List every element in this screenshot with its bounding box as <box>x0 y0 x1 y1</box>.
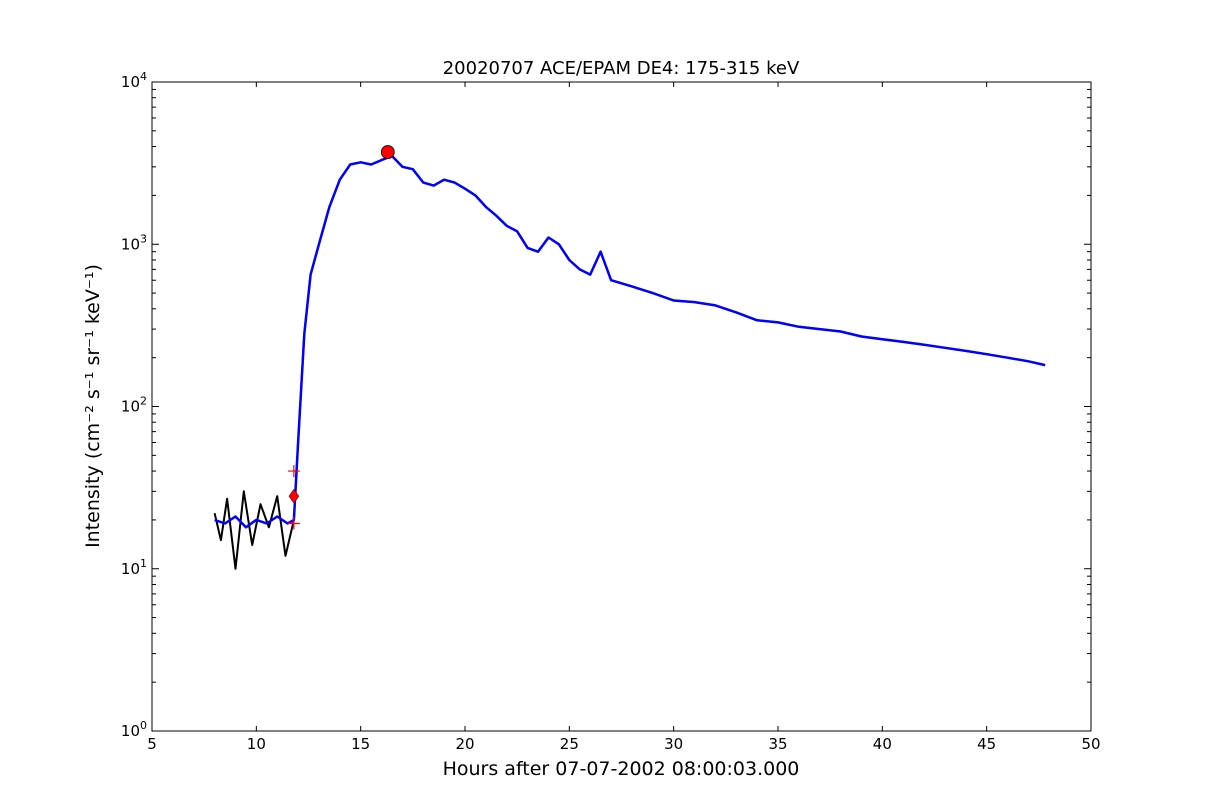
axes-frame <box>151 81 1092 732</box>
peak-marker <box>380 145 395 159</box>
series-line-smoothed <box>214 154 1046 529</box>
onset-marker <box>288 488 300 504</box>
x-axis: 5 10 15 20 25 30 35 40 45 50 <box>147 82 1101 753</box>
y-axis-label: Intensity (cm⁻² s⁻¹ sr⁻¹ keV⁻¹) <box>82 264 104 548</box>
y-tick-label: 101 <box>121 557 147 578</box>
plot-area <box>151 81 1092 732</box>
x-tick-label: 50 <box>1081 735 1100 753</box>
x-tick-label: 5 <box>147 735 157 753</box>
y-tick-label: 102 <box>121 395 147 416</box>
x-tick-label: 30 <box>664 735 683 753</box>
x-tick-label: 20 <box>455 735 474 753</box>
chart-title: 20020707 ACE/EPAM DE4: 175-315 keV <box>443 58 800 79</box>
onset-range-marker <box>287 465 300 478</box>
x-tick-label: 25 <box>560 735 579 753</box>
y-tick-label: 103 <box>121 232 147 253</box>
series-line-raw <box>213 155 1046 570</box>
y-tick-label: 100 <box>121 719 147 740</box>
x-tick-label: 10 <box>247 735 266 753</box>
x-tick-label: 40 <box>873 735 892 753</box>
y-tick-label: 104 <box>121 70 147 91</box>
x-tick-label: 35 <box>768 735 787 753</box>
y-axis: 100 101 102 103 104 <box>121 70 1091 740</box>
x-tick-label: 45 <box>977 735 996 753</box>
x-axis-label: Hours after 07-07-2002 08:00:03.000 <box>443 758 800 780</box>
x-tick-label: 15 <box>351 735 370 753</box>
onset-range-marker <box>287 517 300 530</box>
